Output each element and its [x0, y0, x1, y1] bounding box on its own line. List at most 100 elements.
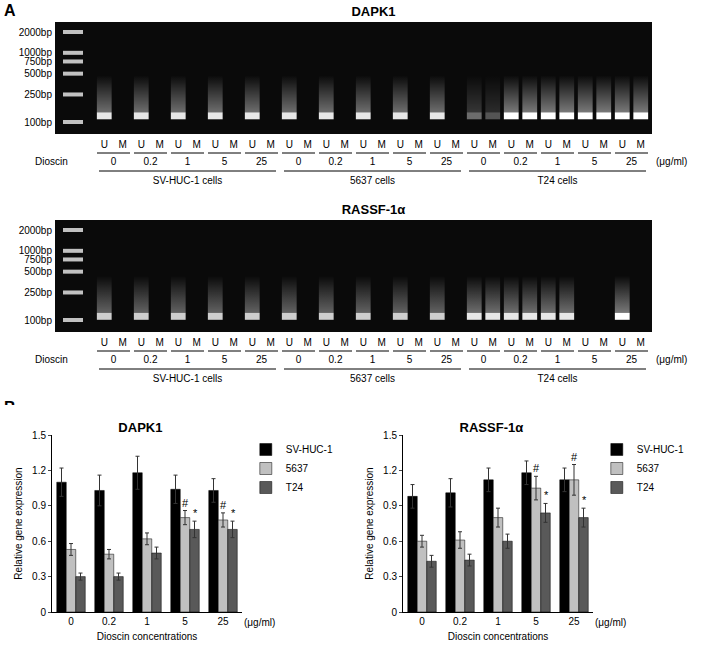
- svg-text:U: U: [175, 337, 182, 348]
- svg-text:1: 1: [144, 616, 150, 627]
- svg-text:25: 25: [568, 616, 580, 627]
- svg-text:U: U: [286, 139, 293, 150]
- svg-text:500bp: 500bp: [24, 266, 52, 277]
- svg-text:M: M: [637, 337, 645, 348]
- svg-text:M: M: [119, 139, 127, 150]
- svg-text:U: U: [360, 139, 367, 150]
- svg-text:5: 5: [533, 616, 539, 627]
- svg-text:0.6: 0.6: [32, 536, 46, 547]
- svg-text:M: M: [378, 337, 386, 348]
- svg-text:M: M: [304, 337, 312, 348]
- svg-text:2000bp: 2000bp: [19, 225, 53, 236]
- svg-text:M: M: [489, 139, 497, 150]
- svg-text:U: U: [508, 337, 515, 348]
- svg-text:#: #: [533, 462, 540, 474]
- svg-text:*: *: [231, 507, 236, 519]
- svg-text:0.9: 0.9: [32, 500, 46, 511]
- svg-text:5637 cells: 5637 cells: [350, 175, 395, 186]
- svg-text:1.2: 1.2: [383, 465, 397, 476]
- svg-text:T24 cells: T24 cells: [537, 373, 577, 384]
- svg-text:1: 1: [370, 354, 376, 365]
- svg-text:Relative gene expression: Relative gene expression: [13, 467, 24, 579]
- svg-text:0: 0: [111, 354, 117, 365]
- svg-text:SV-HUC-1 cells: SV-HUC-1 cells: [153, 373, 222, 384]
- svg-text:M: M: [415, 337, 423, 348]
- svg-text:U: U: [582, 139, 589, 150]
- svg-text:U: U: [249, 337, 256, 348]
- svg-text:M: M: [600, 139, 608, 150]
- svg-text:5: 5: [222, 354, 228, 365]
- svg-text:SV-HUC-1 cells: SV-HUC-1 cells: [153, 175, 222, 186]
- svg-text:M: M: [526, 337, 534, 348]
- svg-text:25: 25: [626, 156, 638, 167]
- svg-text:RASSF-1α: RASSF-1α: [342, 202, 406, 217]
- svg-text:5637 cells: 5637 cells: [350, 373, 395, 384]
- svg-text:0.2: 0.2: [144, 354, 158, 365]
- svg-text:0: 0: [391, 607, 397, 618]
- svg-text:(μg/ml): (μg/ml): [656, 354, 687, 365]
- svg-text:1.2: 1.2: [32, 465, 46, 476]
- svg-text:100bp: 100bp: [24, 315, 52, 326]
- svg-text:U: U: [323, 139, 330, 150]
- svg-text:#: #: [571, 451, 578, 463]
- svg-text:M: M: [119, 337, 127, 348]
- svg-text:Dioscin concentrations: Dioscin concentrations: [97, 631, 198, 642]
- svg-text:250bp: 250bp: [24, 89, 52, 100]
- svg-text:0.2: 0.2: [144, 156, 158, 167]
- svg-text:M: M: [637, 139, 645, 150]
- svg-text:M: M: [526, 139, 534, 150]
- svg-text:M: M: [415, 139, 423, 150]
- svg-text:(μg/ml): (μg/ml): [656, 156, 687, 167]
- svg-text:M: M: [193, 337, 201, 348]
- svg-text:5: 5: [592, 354, 598, 365]
- svg-text:M: M: [304, 139, 312, 150]
- svg-text:Dioscin concentrations: Dioscin concentrations: [448, 631, 549, 642]
- svg-text:M: M: [156, 337, 164, 348]
- svg-text:*: *: [544, 489, 549, 501]
- svg-text:M: M: [267, 139, 275, 150]
- svg-text:M: M: [193, 139, 201, 150]
- svg-text:U: U: [212, 337, 219, 348]
- svg-text:0: 0: [481, 156, 487, 167]
- svg-text:Dioscin: Dioscin: [35, 354, 68, 365]
- svg-text:250bp: 250bp: [24, 287, 52, 298]
- svg-text:(μg/ml): (μg/ml): [595, 617, 626, 628]
- svg-text:U: U: [434, 337, 441, 348]
- svg-text:M: M: [563, 337, 571, 348]
- svg-text:0.2: 0.2: [514, 354, 528, 365]
- svg-text:25: 25: [256, 354, 268, 365]
- svg-text:U: U: [397, 139, 404, 150]
- svg-text:T24 cells: T24 cells: [537, 175, 577, 186]
- svg-text:M: M: [341, 337, 349, 348]
- svg-text:U: U: [619, 139, 626, 150]
- svg-text:#: #: [220, 499, 227, 511]
- svg-text:M: M: [600, 337, 608, 348]
- svg-text:5: 5: [407, 156, 413, 167]
- svg-text:25: 25: [256, 156, 268, 167]
- svg-text:750bp: 750bp: [24, 56, 52, 67]
- svg-text:M: M: [378, 139, 386, 150]
- svg-text:U: U: [619, 337, 626, 348]
- svg-text:5: 5: [182, 616, 188, 627]
- svg-text:*: *: [193, 507, 198, 519]
- svg-text:5: 5: [592, 156, 598, 167]
- svg-text:M: M: [563, 139, 571, 150]
- svg-text:1: 1: [185, 354, 191, 365]
- svg-text:25: 25: [217, 616, 229, 627]
- svg-text:5: 5: [222, 156, 228, 167]
- svg-text:0: 0: [111, 156, 117, 167]
- svg-text:U: U: [101, 337, 108, 348]
- svg-text:0.2: 0.2: [329, 354, 343, 365]
- svg-text:25: 25: [626, 354, 638, 365]
- svg-text:T24: T24: [637, 482, 655, 493]
- svg-text:DAPK1: DAPK1: [351, 4, 395, 19]
- svg-text:25: 25: [441, 156, 453, 167]
- svg-text:0.3: 0.3: [32, 571, 46, 582]
- svg-text:(μg/ml): (μg/ml): [244, 617, 275, 628]
- svg-text:*: *: [582, 494, 587, 506]
- svg-text:U: U: [471, 139, 478, 150]
- svg-text:DAPK1: DAPK1: [118, 420, 162, 435]
- svg-text:U: U: [286, 337, 293, 348]
- svg-text:5: 5: [407, 354, 413, 365]
- svg-text:0.2: 0.2: [329, 156, 343, 167]
